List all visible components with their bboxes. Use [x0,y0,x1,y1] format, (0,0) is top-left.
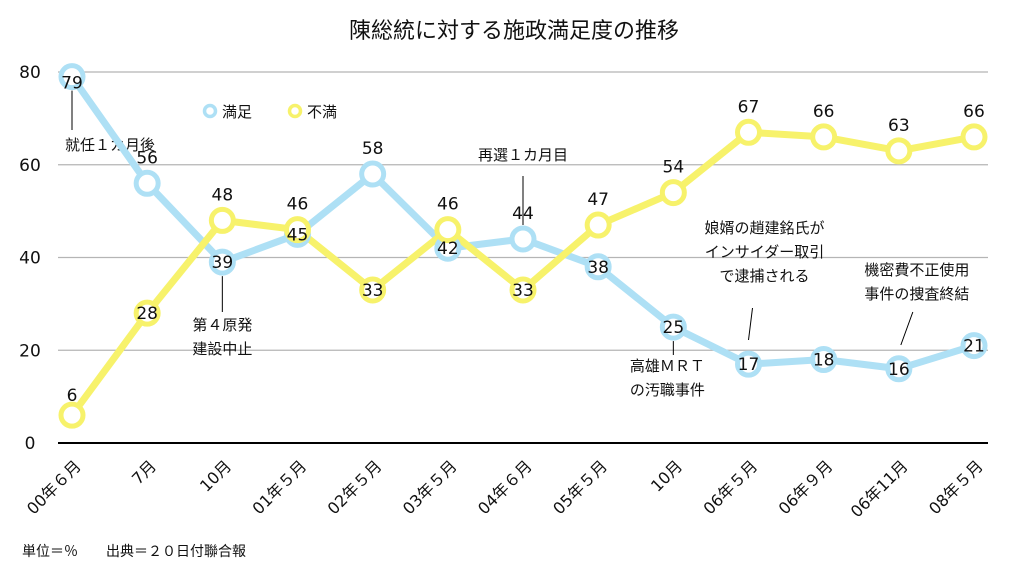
data-label: 16 [888,360,910,380]
x-tick-label: 04年６月 [474,456,536,518]
data-point [58,63,86,91]
x-tick-label: 06年５月 [700,456,762,518]
legend: 満足 不満 [202,103,337,121]
y-tick-label: 80 [19,63,41,83]
data-point [810,123,838,151]
data-point [133,169,161,197]
legend-label: 満足 [222,103,252,121]
legend-marker [202,103,218,119]
data-point [284,216,311,244]
annotation-leader [748,307,753,341]
chart-title: 陳総統に対する施政満足度の推移 [349,19,679,44]
data-point [509,276,537,304]
y-axis: 0 20 40 60 80 [19,63,41,454]
x-tick-label: 02年５月 [324,456,386,518]
y-tick-label: 0 [25,434,36,454]
x-tick-label: 08年５月 [925,456,987,518]
data-label: 58 [362,139,384,159]
data-label: 54 [663,158,685,178]
data-label: 39 [212,253,234,273]
legend-label: 不満 [307,103,337,121]
data-label: 46 [437,195,459,215]
x-tick-label: 01年５月 [249,456,311,518]
data-point [735,118,762,146]
x-tick-label: 06年９月 [775,456,837,518]
x-axis: 00年６月 7月 10月 01年５月 02年５月 03年５月 04年６月 05年５月 10月 06… [23,456,987,521]
y-tick-label: 40 [19,249,41,269]
data-label: 48 [212,185,234,205]
data-point [584,211,612,239]
annotation-label: 高雄ＭＲＴ [630,357,705,375]
annotation-label: の汚職事件 [630,381,705,399]
annotation-label: 建設中止 [192,340,252,358]
series [58,63,988,429]
legend-marker [287,103,303,119]
data-point [885,137,913,165]
data-point [735,350,762,378]
data-label: 46 [287,195,309,215]
data-point [509,225,537,253]
data-label: 45 [287,225,309,245]
data-label: 25 [663,318,685,338]
y-tick-label: 20 [19,341,41,361]
annotation-label: 機密費不正使用 [864,261,969,279]
data-label: 18 [813,351,835,371]
data-label: 47 [587,190,609,210]
data-point [659,179,687,207]
data-labels: 79 56 39 45 58 42 44 38 25 17 18 16 21 6 28 48 46 33 46 33 4… [61,74,985,407]
data-label: 6 [67,386,78,406]
x-tick-label: 05年５月 [549,456,611,518]
data-point [584,253,612,281]
data-point [810,346,838,374]
y-tick-label: 60 [19,156,41,176]
data-label: 33 [512,281,534,301]
x-tick-label: 00年６月 [23,456,85,518]
data-point [133,299,161,327]
x-tick-label: 06年11月 [847,456,912,521]
data-point [434,216,462,244]
x-tick-label: 03年５月 [399,456,461,518]
x-tick-label: 10月 [196,456,235,495]
series-line [68,128,978,419]
x-tick-label: 10月 [647,456,686,495]
annotation-label: で逮捕される [719,267,809,285]
data-label: 38 [587,258,609,278]
data-label: 66 [813,102,835,122]
data-label: 79 [61,74,83,94]
annotation-label: 第４原発 [192,316,252,334]
data-point [208,206,236,234]
data-point [659,313,687,341]
data-point [960,332,988,360]
data-label: 17 [738,355,760,375]
annotation-label: 就任１カ月後 [65,136,155,154]
data-label: 67 [738,97,760,117]
data-label: 66 [963,102,985,122]
data-label: 33 [362,281,384,301]
data-point [208,248,236,276]
annotation-leader [900,311,914,346]
data-point [359,160,387,188]
data-point [885,355,913,383]
x-tick-label: 7月 [128,456,160,488]
data-point [359,276,387,304]
data-label: 28 [136,304,158,324]
annotation-label: インサイダー取引 [705,243,824,261]
annotation-label: 娘婿の趙建銘氏が [704,219,824,237]
data-label: 56 [136,148,158,168]
data-label: 42 [437,239,459,259]
data-label: 44 [512,204,534,224]
footnote: 単位＝％ 出典＝２０日付聯合報 [22,544,246,560]
gridlines [58,71,988,444]
data-label: 21 [963,337,985,357]
data-point [960,123,988,151]
data-label: 63 [888,116,910,136]
annotation-label: 再選１カ月目 [478,146,568,164]
annotation-label: 事件の捜査終結 [864,285,969,303]
data-point [58,401,86,429]
